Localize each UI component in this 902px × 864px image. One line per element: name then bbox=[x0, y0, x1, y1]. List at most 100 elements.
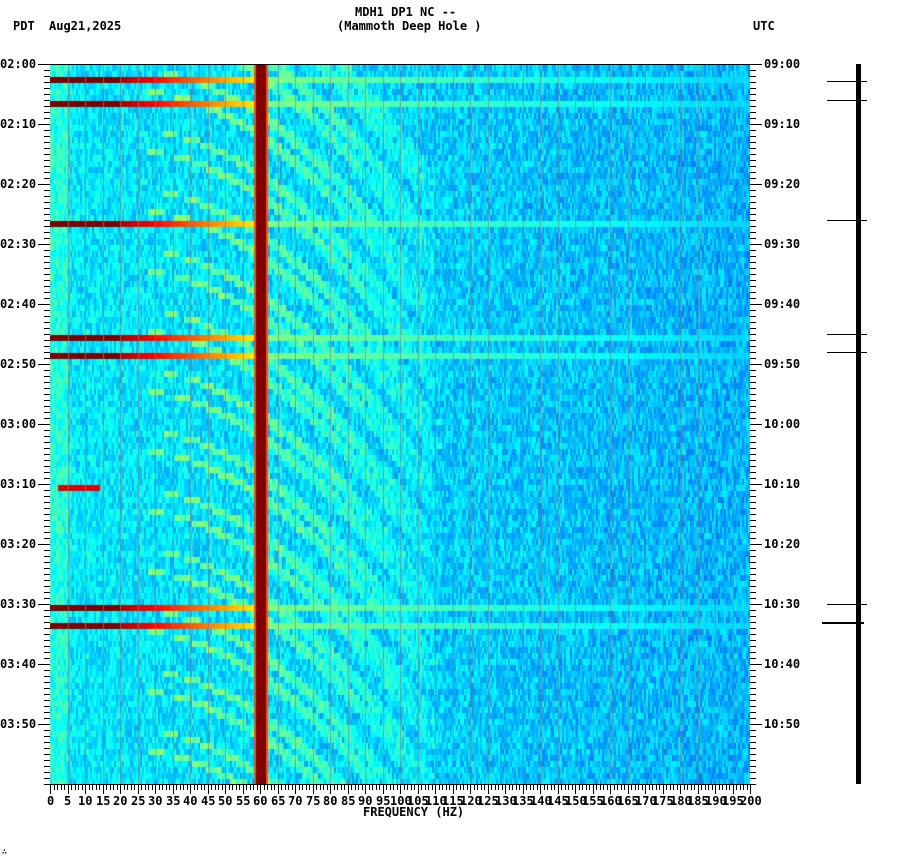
y-tick-left bbox=[44, 712, 50, 713]
seismogram-event-marker bbox=[827, 604, 867, 605]
x-tick bbox=[257, 784, 258, 790]
x-tick bbox=[691, 784, 692, 790]
x-tick bbox=[173, 784, 174, 794]
y-tick-left bbox=[44, 172, 50, 173]
y-tick-right bbox=[750, 418, 756, 419]
y-major-tick-left bbox=[38, 304, 50, 305]
y-tick-label-left: 03:30 bbox=[0, 597, 37, 611]
x-tick bbox=[225, 784, 226, 794]
x-tick bbox=[600, 784, 601, 790]
x-tick-label: 190 bbox=[705, 794, 727, 808]
y-tick-right bbox=[750, 292, 756, 293]
y-tick-left bbox=[44, 748, 50, 749]
x-tick bbox=[274, 784, 275, 790]
seismogram-trace bbox=[856, 64, 861, 784]
y-major-tick-right bbox=[750, 364, 762, 365]
y-tick-left bbox=[44, 682, 50, 683]
y-tick-left bbox=[44, 136, 50, 137]
y-tick-right bbox=[750, 130, 756, 131]
y-tick-left bbox=[44, 466, 50, 467]
y-tick-left bbox=[44, 118, 50, 119]
y-tick-left bbox=[44, 352, 50, 353]
y-tick-left bbox=[44, 742, 50, 743]
x-tick bbox=[369, 784, 370, 790]
y-tick-right bbox=[750, 370, 756, 371]
x-tick bbox=[561, 784, 562, 790]
x-tick bbox=[449, 784, 450, 790]
x-tick-label: 65 bbox=[271, 794, 286, 808]
x-tick bbox=[575, 784, 576, 794]
x-tick bbox=[54, 784, 55, 790]
x-tick-label: 60 bbox=[253, 794, 268, 808]
x-tick bbox=[586, 784, 587, 790]
y-tick-left bbox=[44, 730, 50, 731]
x-tick bbox=[673, 784, 674, 790]
y-tick-right bbox=[750, 208, 756, 209]
y-major-tick-left bbox=[38, 364, 50, 365]
x-tick bbox=[614, 784, 615, 790]
x-tick bbox=[148, 784, 149, 790]
y-tick-left bbox=[44, 772, 50, 773]
y-major-tick-right bbox=[750, 724, 762, 725]
x-tick bbox=[50, 784, 51, 794]
y-tick-left bbox=[44, 94, 50, 95]
x-tick-label: 175 bbox=[652, 794, 674, 808]
seismogram-event-marker bbox=[827, 220, 867, 221]
x-tick bbox=[131, 784, 132, 790]
x-tick bbox=[635, 784, 636, 790]
x-tick bbox=[446, 784, 447, 790]
x-tick-label: 25 bbox=[131, 794, 146, 808]
x-tick bbox=[421, 784, 422, 790]
y-tick-left bbox=[44, 718, 50, 719]
y-tick-left bbox=[44, 448, 50, 449]
y-tick-right bbox=[750, 580, 756, 581]
y-tick-left bbox=[44, 232, 50, 233]
y-tick-right bbox=[750, 106, 756, 107]
y-tick-left bbox=[44, 562, 50, 563]
x-tick bbox=[540, 784, 541, 794]
x-tick bbox=[705, 784, 706, 790]
x-tick bbox=[260, 784, 261, 794]
y-tick-right bbox=[750, 118, 756, 119]
y-tick-right bbox=[750, 352, 756, 353]
x-tick bbox=[519, 784, 520, 790]
x-tick-label: 70 bbox=[288, 794, 303, 808]
x-tick bbox=[701, 784, 702, 790]
x-tick bbox=[502, 784, 503, 790]
y-tick-left bbox=[44, 238, 50, 239]
x-tick bbox=[295, 784, 296, 794]
x-tick bbox=[162, 784, 163, 790]
y-tick-right bbox=[750, 256, 756, 257]
y-tick-left bbox=[44, 670, 50, 671]
y-tick-left bbox=[44, 634, 50, 635]
y-tick-right bbox=[750, 262, 756, 263]
x-tick bbox=[698, 784, 699, 794]
x-tick-label: 55 bbox=[236, 794, 251, 808]
x-tick bbox=[666, 784, 667, 790]
y-tick-right bbox=[750, 88, 756, 89]
y-major-tick-right bbox=[750, 664, 762, 665]
y-tick-right bbox=[750, 310, 756, 311]
y-tick-label-left: 03:50 bbox=[0, 717, 37, 731]
y-tick-right bbox=[750, 628, 756, 629]
x-tick bbox=[239, 784, 240, 790]
x-tick bbox=[344, 784, 345, 790]
y-tick-label-left: 02:10 bbox=[0, 117, 37, 131]
y-tick-right bbox=[750, 280, 756, 281]
x-tick-label: 95 bbox=[376, 794, 391, 808]
x-tick bbox=[551, 784, 552, 790]
x-tick bbox=[463, 784, 464, 790]
x-tick bbox=[57, 784, 58, 790]
x-tick bbox=[645, 784, 646, 794]
y-tick-right bbox=[750, 346, 756, 347]
x-tick bbox=[351, 784, 352, 790]
y-tick-right bbox=[750, 430, 756, 431]
x-tick-label: 15 bbox=[96, 794, 111, 808]
x-tick bbox=[124, 784, 125, 790]
y-tick-left bbox=[44, 358, 50, 359]
x-tick bbox=[400, 784, 401, 794]
x-tick bbox=[638, 784, 639, 790]
x-tick bbox=[243, 784, 244, 794]
y-tick-left bbox=[44, 556, 50, 557]
x-tick bbox=[736, 784, 737, 790]
